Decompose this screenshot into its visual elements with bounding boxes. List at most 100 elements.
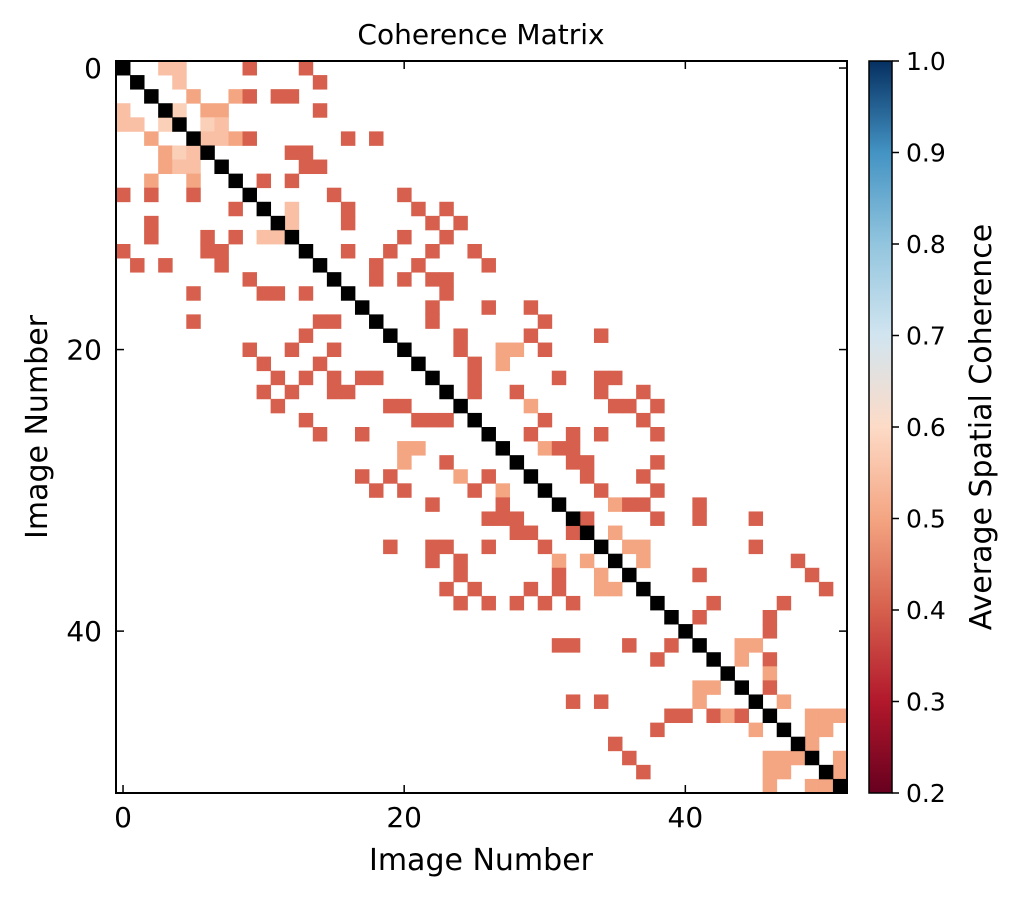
colorbar-tick-label: 0.8 bbox=[906, 230, 946, 259]
heatmap-cell bbox=[748, 511, 764, 526]
heatmap-cell bbox=[411, 441, 426, 456]
heatmap-cell bbox=[186, 145, 201, 160]
heatmap-cell bbox=[453, 595, 468, 611]
heatmap-cell bbox=[116, 187, 131, 203]
diagonal-cell bbox=[158, 103, 173, 118]
heatmap-cell bbox=[608, 581, 623, 597]
diagonal-cell bbox=[242, 187, 257, 203]
heatmap-cell bbox=[144, 215, 159, 231]
heatmap-cell bbox=[312, 75, 328, 90]
heatmap-cell bbox=[509, 384, 525, 400]
heatmap-cell bbox=[565, 455, 581, 470]
heatmap-cell bbox=[762, 778, 778, 794]
heatmap-cell bbox=[748, 638, 764, 653]
heatmap-cell bbox=[369, 272, 384, 287]
diagonal-cell bbox=[354, 300, 370, 315]
heatmap-cell bbox=[762, 610, 778, 625]
heatmap-cell bbox=[692, 497, 707, 512]
heatmap-cell bbox=[706, 680, 721, 695]
diagonal-cell bbox=[650, 595, 665, 611]
heatmap-cell bbox=[256, 356, 272, 372]
heatmap-cell bbox=[172, 103, 187, 118]
diagonal-cell bbox=[678, 624, 693, 639]
heatmap-cell bbox=[551, 370, 567, 386]
colorbar-tick-label: 0.5 bbox=[906, 505, 946, 534]
heatmap-cell bbox=[397, 455, 412, 470]
heatmap-cell bbox=[144, 173, 159, 189]
heatmap-cell bbox=[383, 398, 398, 414]
diagonal-cell bbox=[312, 258, 328, 273]
heatmap-cell bbox=[453, 328, 468, 343]
heatmap-cell bbox=[242, 342, 257, 358]
diagonal-cell bbox=[748, 694, 764, 709]
heatmap-cell bbox=[397, 187, 412, 203]
heatmap-cell bbox=[593, 483, 609, 498]
diagonal-cell bbox=[326, 272, 342, 287]
diagonal-cell bbox=[692, 638, 707, 653]
heatmap-cell bbox=[608, 398, 623, 414]
heatmap-cell bbox=[804, 567, 820, 583]
heatmap-cell bbox=[326, 370, 342, 386]
heatmap-cell bbox=[284, 145, 300, 160]
heatmap-cell bbox=[284, 173, 300, 189]
heatmap-cell bbox=[692, 694, 707, 709]
heatmap-cell bbox=[369, 131, 384, 146]
diagonal-cell bbox=[804, 750, 820, 766]
heatmap-cell bbox=[636, 412, 651, 428]
heatmap-cell bbox=[186, 159, 201, 175]
heatmap-cell bbox=[144, 229, 159, 245]
colorbar-tick-label: 0.6 bbox=[906, 413, 946, 442]
heatmap-cell bbox=[776, 595, 792, 611]
heatmap-cell bbox=[298, 370, 314, 386]
heatmap-cell bbox=[650, 511, 665, 526]
heatmap-cell bbox=[706, 708, 721, 724]
heatmap-cell bbox=[228, 229, 243, 245]
heatmap-cell bbox=[298, 61, 314, 76]
heatmap-cell bbox=[762, 652, 778, 667]
heatmap-cell bbox=[425, 215, 440, 231]
heatmap-cell bbox=[214, 103, 229, 118]
heatmap-cell bbox=[650, 427, 665, 442]
heatmap-cell bbox=[270, 398, 286, 414]
heatmap-cell bbox=[748, 539, 764, 555]
heatmap-cell bbox=[439, 539, 454, 555]
heatmap-cell bbox=[453, 469, 468, 484]
heatmap-cell bbox=[720, 708, 735, 724]
heatmap-cell bbox=[200, 103, 215, 118]
heatmap-cell bbox=[467, 384, 482, 400]
diagonal-cell bbox=[130, 75, 145, 90]
diagonal-cell bbox=[228, 173, 243, 189]
heatmap-cell bbox=[804, 708, 820, 724]
heatmap-cell bbox=[369, 370, 384, 386]
heatmap-cell bbox=[411, 201, 426, 217]
heatmap-cell bbox=[523, 300, 539, 315]
heatmap-cell bbox=[509, 595, 525, 611]
heatmap-cell bbox=[439, 286, 454, 301]
heatmap-cell bbox=[397, 229, 412, 245]
heatmap-cell bbox=[832, 708, 848, 724]
heatmap-cell bbox=[439, 412, 454, 428]
heatmap-cell bbox=[397, 272, 412, 287]
heatmap-cell bbox=[158, 61, 173, 76]
heatmap-cell bbox=[453, 553, 468, 569]
heatmap-cell bbox=[678, 708, 693, 724]
heatmap-cell bbox=[411, 412, 426, 428]
heatmap-cell bbox=[453, 567, 468, 583]
heatmap-cell bbox=[481, 469, 496, 484]
heatmap-cell bbox=[116, 103, 131, 118]
heatmap-cell bbox=[284, 89, 300, 104]
heatmap-cell bbox=[467, 356, 482, 372]
heatmap-cell bbox=[804, 722, 820, 738]
heatmap-cell bbox=[565, 441, 581, 456]
heatmap-cell bbox=[818, 708, 834, 724]
heatmap-cell bbox=[326, 187, 342, 203]
heatmap-cell bbox=[200, 131, 215, 146]
heatmap-cell bbox=[270, 370, 286, 386]
diagonal-cell bbox=[818, 764, 834, 780]
heatmap-cell bbox=[172, 75, 187, 90]
diagonal-cell bbox=[298, 244, 314, 259]
heatmap-cell bbox=[186, 314, 201, 329]
heatmap-cell bbox=[650, 483, 665, 498]
heatmap-cell bbox=[425, 497, 440, 512]
